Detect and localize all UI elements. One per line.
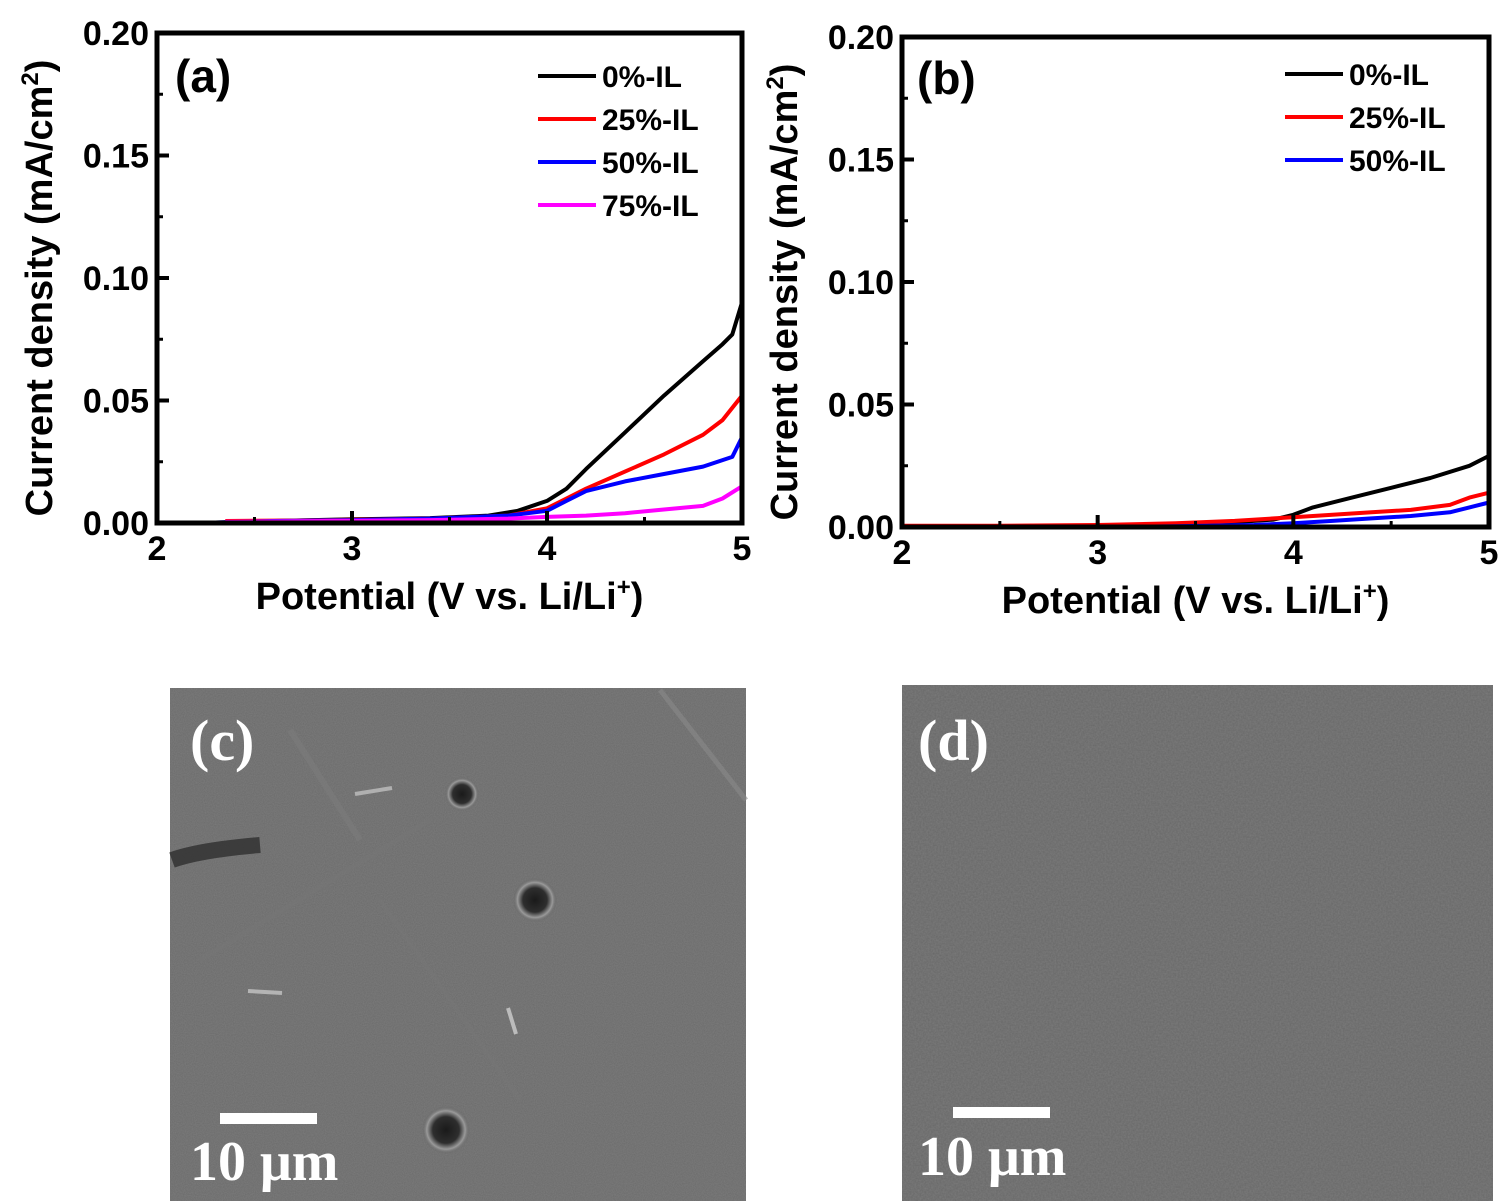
legend-label: 50%-IL bbox=[602, 147, 699, 180]
x-axis-title: Potential (V vs. Li/Li+) bbox=[256, 574, 644, 618]
y-tick-label: 0.15 bbox=[83, 138, 149, 176]
scratch bbox=[198, 817, 432, 963]
legend-label: 0%-IL bbox=[1349, 59, 1429, 92]
chart-panel-a: 2 3 4 5 0.00 0.05 0.10 0.15 0.20 Potential (V vs.… bbox=[17, 15, 751, 618]
scale-bar bbox=[953, 1107, 1050, 1118]
y-tick-label: 0.10 bbox=[828, 264, 894, 302]
y-tick-label: 0.20 bbox=[828, 19, 894, 57]
panel-label-d: (d) bbox=[918, 708, 989, 773]
y-axis-title: Current density (mA/cm2) bbox=[17, 60, 61, 517]
fiber bbox=[247, 989, 283, 995]
y-tick-label: 0.00 bbox=[828, 509, 894, 547]
sem-image-c: (c) 10 μm bbox=[169, 688, 748, 1201]
pore bbox=[445, 777, 479, 811]
panel-label: (b) bbox=[917, 52, 976, 104]
pore bbox=[513, 878, 557, 922]
legend-label: 75%-IL bbox=[602, 190, 699, 223]
y-tick-label: 0.00 bbox=[83, 505, 149, 543]
series-line-25%-IL bbox=[225, 394, 744, 523]
y-tick-label: 0.05 bbox=[83, 383, 149, 421]
x-tick-label: 3 bbox=[343, 530, 362, 568]
fiber bbox=[506, 1007, 518, 1035]
x-tick-label: 4 bbox=[538, 530, 557, 568]
fiber bbox=[354, 786, 393, 796]
scale-bar bbox=[220, 1113, 317, 1124]
x-tick-label: 5 bbox=[1480, 534, 1499, 572]
x-tick-label: 3 bbox=[1088, 534, 1107, 572]
legend-label: 0%-IL bbox=[602, 61, 682, 94]
sem-texture bbox=[902, 685, 1493, 1201]
scale-bar-label: 10 μm bbox=[190, 1131, 338, 1193]
legend-label: 25%-IL bbox=[1349, 102, 1446, 135]
scratch bbox=[378, 898, 522, 1102]
dark-streak bbox=[169, 837, 261, 868]
x-tick-label: 5 bbox=[733, 530, 752, 568]
scratch bbox=[287, 728, 363, 842]
pore bbox=[422, 1106, 470, 1154]
y-tick-label: 0.10 bbox=[83, 260, 149, 298]
scale-bar-label: 10 μm bbox=[918, 1126, 1066, 1188]
x-tick-label: 2 bbox=[148, 530, 167, 568]
series-line-25%-IL bbox=[902, 490, 1490, 528]
sem-image-d: (d) 10 μm bbox=[902, 685, 1493, 1201]
series-line-0%-IL bbox=[195, 301, 744, 525]
x-axis-title: Potential (V vs. Li/Li+) bbox=[1002, 578, 1390, 622]
chart-panel-b: 2 3 4 5 0.00 0.05 0.10 0.15 0.20 Potential (V vs.… bbox=[762, 19, 1498, 622]
legend-label: 25%-IL bbox=[602, 104, 699, 137]
x-tick-label: 2 bbox=[893, 534, 912, 572]
y-tick-label: 0.15 bbox=[828, 142, 894, 180]
legend-label: 50%-IL bbox=[1349, 145, 1446, 178]
y-tick-label: 0.20 bbox=[83, 15, 149, 53]
y-axis-title: Current density (mA/cm2) bbox=[762, 64, 806, 521]
panel-label-c: (c) bbox=[190, 708, 254, 773]
panel-label: (a) bbox=[175, 50, 231, 102]
scratch bbox=[658, 688, 748, 802]
y-tick-label: 0.05 bbox=[828, 387, 894, 425]
x-tick-label: 4 bbox=[1284, 534, 1303, 572]
